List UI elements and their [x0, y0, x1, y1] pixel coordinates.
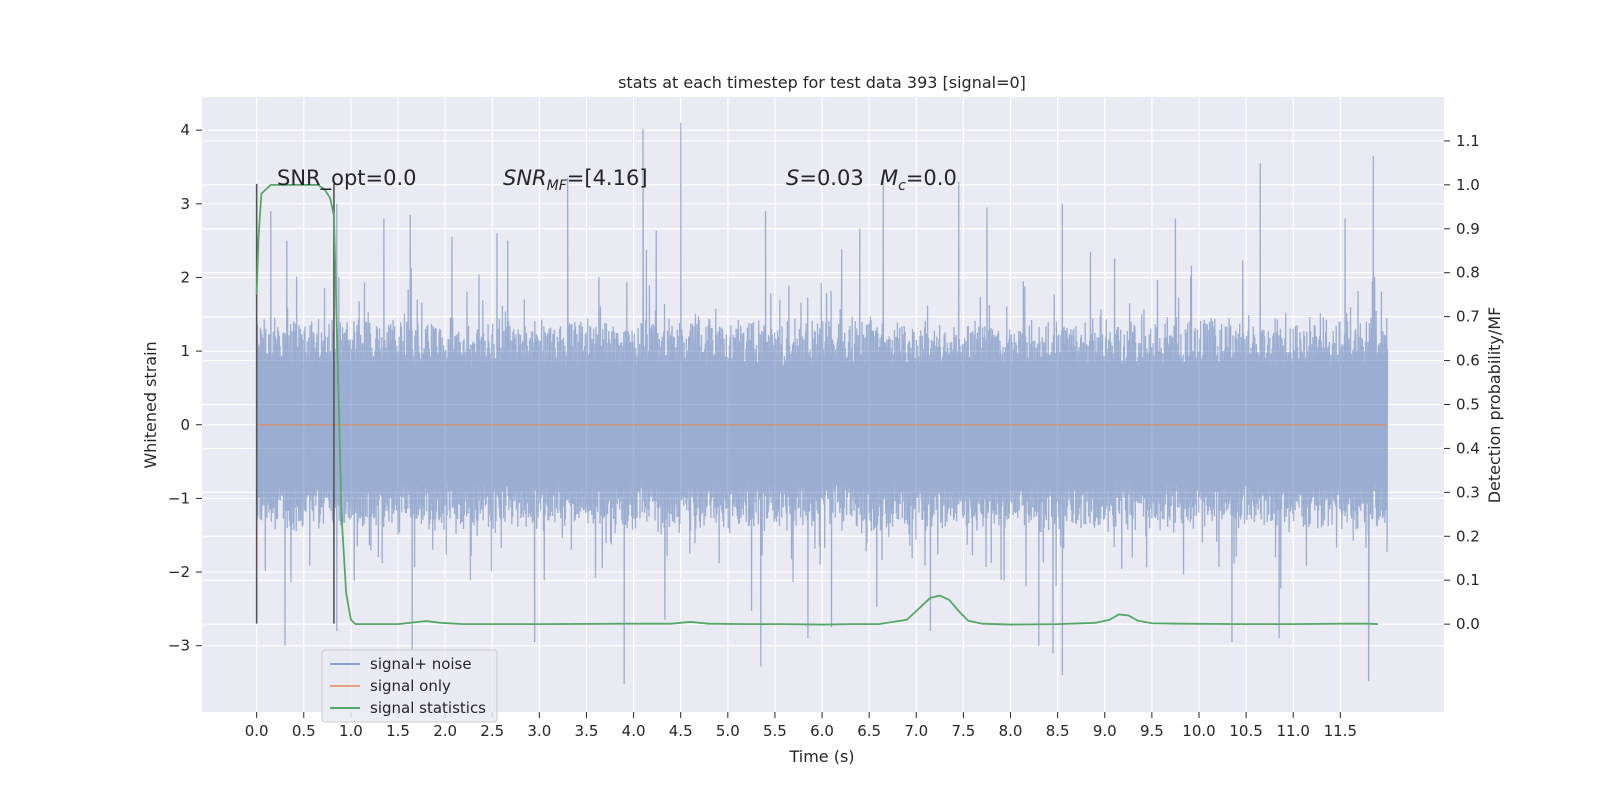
x-tick-label: 8.0	[999, 722, 1023, 740]
x-tick-label: 2.5	[480, 722, 504, 740]
y-right-tick-label: 0.8	[1456, 264, 1480, 282]
legend-label-signal-only: signal only	[370, 677, 451, 695]
legend-label-signal-noise: signal+ noise	[370, 655, 472, 673]
series-signal-noise	[256, 122, 1389, 685]
x-tick-label: 0.5	[292, 722, 316, 740]
y-left-tick-label: 2	[180, 268, 190, 286]
x-tick-label: 3.0	[527, 722, 551, 740]
annotation-snr-mf-value: =[4.16]	[567, 166, 648, 190]
y-right-tick-label: 0.6	[1456, 352, 1480, 370]
y-axis-right-ticks: 1.1 1.0 0.9 0.8 0.7 0.6 0.5 0.4 0.3 0.2 0.1 0.0	[1444, 132, 1480, 633]
annotation-mc-symbol: M	[880, 166, 898, 190]
annotation-s-value: =0.03	[799, 166, 863, 190]
x-tick-label: 6.0	[810, 722, 834, 740]
x-tick-label: 4.5	[669, 722, 693, 740]
x-axis-ticks: 0.0 0.5 1.0 1.5 2.0 2.5 3.0 3.5 4.0 4.5 5.0 5.5 6.0 6…	[245, 712, 1357, 740]
x-tick-label: 2.0	[433, 722, 457, 740]
annotation-snr-mf-subscript: MF	[547, 178, 568, 194]
y-axis-left-ticks: 4 3 2 1 0 −1 −2 −3	[168, 121, 202, 655]
y-left-tick-label: 0	[180, 416, 190, 434]
x-tick-label: 9.5	[1140, 722, 1164, 740]
statistics-line	[255, 183, 1379, 626]
vertical-markers	[255, 183, 335, 624]
y-right-tick-label: 0.5	[1456, 396, 1480, 414]
annotation-s-symbol: S	[786, 166, 799, 190]
x-tick-label: 7.5	[951, 722, 975, 740]
y-axis-right-label: Detection probability/MF	[1485, 307, 1504, 504]
y-right-tick-label: 1.1	[1456, 132, 1480, 150]
x-tick-label: 7.0	[904, 722, 928, 740]
x-tick-label: 5.0	[716, 722, 740, 740]
noise-trace	[256, 122, 1389, 685]
annotation-snr-opt: SNR_opt=0.0	[277, 166, 417, 191]
y-right-tick-label: 0.3	[1456, 483, 1480, 501]
x-axis-label: Time (s)	[788, 747, 854, 766]
x-tick-label: 1.0	[339, 722, 363, 740]
y-axis-left-label: Whitened strain	[141, 341, 160, 468]
series-signal-statistics	[255, 183, 1379, 626]
x-tick-label: 3.5	[575, 722, 599, 740]
y-right-tick-label: 0.0	[1456, 615, 1480, 633]
x-tick-label: 1.5	[386, 722, 410, 740]
y-left-tick-label: −3	[168, 637, 190, 655]
legend-label-signal-statistics: signal statistics	[370, 699, 486, 717]
y-left-tick-label: 1	[180, 342, 190, 360]
x-tick-label: 11.5	[1324, 722, 1357, 740]
x-tick-label: 11.0	[1277, 722, 1310, 740]
x-tick-label: 6.5	[857, 722, 881, 740]
y-left-tick-label: −2	[168, 563, 190, 581]
x-tick-label: 9.0	[1093, 722, 1117, 740]
annotation-snr-mf-symbol: SNR	[503, 166, 547, 190]
y-left-tick-label: 3	[180, 195, 190, 213]
annotation-mc-subscript: c	[898, 178, 906, 194]
annotation-mc-value: =0.0	[906, 166, 957, 190]
y-right-tick-label: 0.9	[1456, 220, 1480, 238]
y-right-tick-label: 0.1	[1456, 571, 1480, 589]
annotation-mc: Mc=0.0	[880, 166, 957, 194]
x-tick-label: 4.0	[622, 722, 646, 740]
legend: signal+ noise signal only signal statist…	[321, 649, 498, 723]
annotation-snr-mf: SNRMF=[4.16]	[503, 166, 648, 194]
x-tick-label: 8.5	[1046, 722, 1070, 740]
y-right-tick-label: 0.7	[1456, 308, 1480, 326]
y-right-tick-label: 1.0	[1456, 176, 1480, 194]
annotation-s: S=0.03	[786, 166, 864, 190]
y-left-tick-label: −1	[168, 489, 190, 507]
x-tick-label: 10.0	[1182, 722, 1215, 740]
x-tick-label: 10.5	[1229, 722, 1262, 740]
legend-box	[321, 649, 498, 723]
x-tick-label: 0.0	[245, 722, 269, 740]
y-right-tick-label: 0.2	[1456, 527, 1480, 545]
chart-title: stats at each timestep for test data 393…	[618, 73, 1026, 92]
y-left-tick-label: 4	[180, 121, 190, 139]
x-tick-label: 5.5	[763, 722, 787, 740]
y-right-tick-label: 0.4	[1456, 439, 1480, 457]
